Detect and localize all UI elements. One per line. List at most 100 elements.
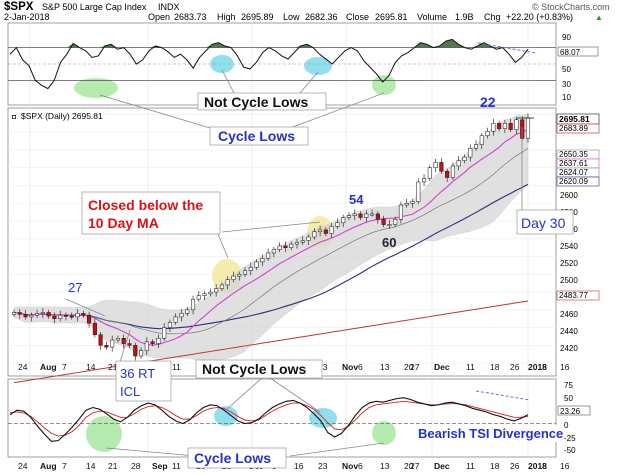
close-label: Close — [346, 12, 369, 22]
candle — [17, 312, 22, 315]
not-cycle-lows-top-label: Not Cycle Lows — [204, 94, 308, 110]
x-axis-label: Sep — [152, 461, 168, 471]
x-axis-label: Dec — [434, 362, 450, 372]
price-box-value: 2620.09 — [559, 177, 588, 186]
candle — [104, 345, 109, 348]
rsi-tick: 30 — [562, 80, 571, 89]
x-axis-label: 23 — [318, 362, 328, 372]
candle — [398, 204, 403, 220]
candle — [63, 314, 69, 317]
tsi-tick: 50 — [564, 394, 573, 403]
candle — [502, 123, 507, 129]
tsi-tick: -25 — [564, 434, 576, 443]
x-axis-bottom: 24Aug7142128Sep111825Oct91623Nov6132027D… — [18, 461, 570, 471]
candle — [237, 274, 242, 277]
candle — [52, 315, 57, 319]
x-axis-label: 7 — [62, 362, 67, 372]
candle — [185, 309, 190, 314]
candle — [335, 222, 340, 227]
x-axis-label: 21 — [108, 362, 118, 372]
candle — [329, 226, 334, 234]
candle — [23, 314, 28, 318]
candle — [167, 322, 172, 328]
candle — [29, 314, 34, 318]
up-arrow-icon: ▲ — [595, 13, 603, 22]
x-axis-label: 8 — [542, 362, 547, 372]
price-series — [11, 113, 534, 384]
price-tick: 2460 — [560, 310, 578, 319]
candle — [450, 165, 455, 178]
candle — [196, 295, 201, 300]
ma-10-line — [13, 128, 529, 346]
candle — [381, 218, 386, 225]
price-value-box — [556, 123, 600, 134]
open-value: 2683.73 — [174, 12, 207, 22]
candle — [231, 275, 236, 280]
candle — [497, 123, 502, 129]
x-axis-label: Aug — [40, 362, 57, 372]
price-tick: 2540 — [560, 242, 578, 251]
candle — [242, 270, 248, 275]
cycle-lows-top-label: Cycle Lows — [218, 128, 295, 144]
candle — [133, 345, 138, 357]
legend-icon: ◘ — [12, 114, 16, 121]
volume-label: Volume — [417, 12, 447, 22]
cycle-low-highlight — [74, 78, 118, 98]
x-axis-label: 8 — [542, 461, 547, 471]
candle — [485, 131, 490, 137]
price-value-box — [556, 290, 600, 301]
x-axis-label: 20 — [404, 461, 414, 471]
candle — [318, 229, 323, 232]
candle — [352, 213, 357, 216]
candle — [225, 279, 230, 286]
rsi-tick: 10 — [562, 93, 571, 102]
candle — [416, 181, 421, 202]
candle — [127, 343, 132, 346]
tsi-line — [9, 397, 529, 442]
bearish-tsi-label: Bearish TSI Divergence — [418, 426, 563, 441]
high-label: High — [217, 12, 236, 22]
closed-below-label: Closed below the — [88, 197, 203, 213]
candle — [254, 261, 259, 268]
x-axis-label: 27 — [410, 362, 420, 372]
cycle-low-highlight — [372, 421, 396, 445]
x-axis-label: 20 — [404, 362, 414, 372]
not-cycle-low-highlight — [210, 55, 234, 73]
candle — [219, 284, 224, 289]
candle — [156, 338, 161, 344]
date: 2-Jan-2018 — [4, 12, 50, 22]
rsi-tick: 50 — [562, 65, 571, 74]
rsi-value-box — [557, 46, 599, 57]
candle — [300, 240, 305, 243]
cycle-low-highlight — [372, 75, 396, 95]
x-axis-label: 6 — [358, 362, 363, 372]
index-name: S&P 500 Large Cap Index — [42, 2, 147, 12]
candle — [208, 291, 213, 295]
open-label: Open — [148, 12, 170, 22]
price-tick: 2600 — [560, 191, 578, 200]
candle — [40, 312, 45, 314]
not-cycle-lows-bottom-label: Not Cycle Lows — [202, 361, 306, 377]
candle — [58, 314, 63, 319]
candle — [462, 156, 467, 161]
candle — [92, 322, 97, 335]
candle — [312, 231, 317, 238]
rsi-line — [9, 38, 529, 90]
price-box-value: 2483.77 — [559, 291, 588, 300]
icl-label: ICL — [120, 384, 140, 399]
candle — [214, 288, 219, 293]
candle — [479, 135, 484, 145]
candle — [150, 341, 155, 344]
candle — [115, 338, 120, 341]
x-axis-label: 27 — [410, 461, 420, 471]
x-axis-label: 2018 — [528, 461, 547, 471]
candle — [468, 147, 473, 158]
credit: © StockCharts.com — [532, 2, 610, 12]
cycle-low-highlight — [86, 416, 122, 452]
candle — [473, 144, 479, 149]
candle — [87, 314, 92, 324]
candle — [260, 258, 265, 263]
candle — [69, 315, 74, 318]
x-axis-label: 26 — [510, 461, 520, 471]
x-axis-label: 28 — [131, 461, 141, 471]
